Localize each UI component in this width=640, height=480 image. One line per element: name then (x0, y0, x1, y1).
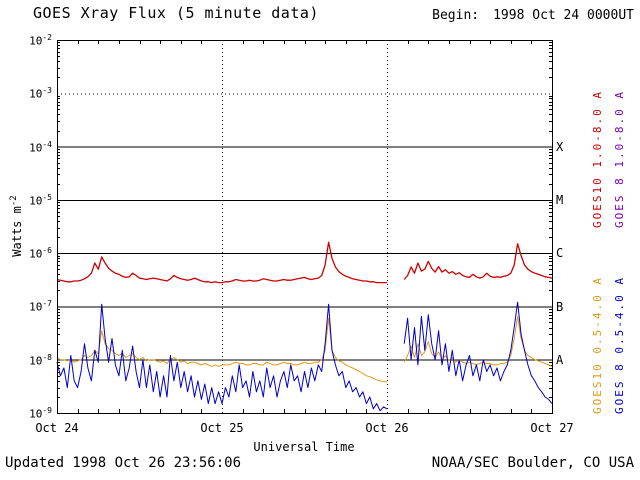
y-axis-title: Watts m-2 (9, 195, 24, 257)
x-tick-oct26: Oct 26 (365, 421, 409, 435)
y-tick-1e-9: 10-9 (29, 406, 52, 421)
begin-info: Begin: 1998 Oct 24 0000UT (432, 8, 634, 23)
y-tick-1e-2: 10-2 (29, 33, 52, 48)
updated-timestamp: Updated 1998 Oct 26 23:56:06 (5, 455, 242, 471)
y-tick-1e-3: 10-3 (29, 86, 52, 101)
series-line-goes8-short (56, 301, 553, 412)
flare-class-x: X (556, 140, 564, 154)
legend-goes8-long: GOES 8 1.0-8.0 A (613, 90, 626, 228)
chart-title: GOES Xray Flux (5 minute data) (33, 4, 319, 22)
flare-class-m: M (556, 193, 564, 207)
y-tick-1e-6: 10-6 (29, 246, 52, 261)
begin-value: 1998 Oct 24 0000UT (493, 8, 634, 23)
x-tick-oct25: Oct 25 (200, 421, 244, 435)
legend-goes10-long: GOES10 1.0-8.0 A (591, 90, 604, 228)
plot-border (57, 40, 553, 414)
series-line-goes10-long (56, 241, 553, 284)
flare-class-c: C (556, 246, 564, 260)
begin-label: Begin: (432, 8, 480, 23)
legend-goes8-short: GOES 8 0.5-4.0 A (613, 276, 626, 414)
y-tick-1e-4: 10-4 (29, 140, 52, 155)
legend-goes10-short: GOES10 0.5-4.0 A (591, 276, 604, 414)
y-tick-1e-5: 10-5 (29, 193, 52, 208)
x-axis-title: Universal Time (253, 440, 355, 454)
credit: NOAA/SEC Boulder, CO USA (431, 455, 634, 471)
flare-class-a: A (556, 353, 564, 367)
y-tick-1e-7: 10-7 (29, 299, 52, 314)
y-tick-1e-8: 10-8 (29, 353, 52, 368)
x-tick-oct24: Oct 24 (35, 421, 79, 435)
x-tick-oct27: Oct 27 (530, 421, 574, 435)
flare-class-b: B (556, 300, 564, 314)
